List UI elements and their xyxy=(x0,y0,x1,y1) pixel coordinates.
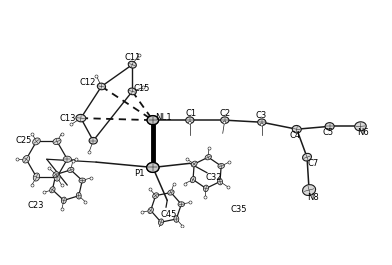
Text: C15: C15 xyxy=(133,85,149,94)
Text: C2: C2 xyxy=(219,109,230,118)
Text: P1: P1 xyxy=(134,169,145,178)
Text: C25: C25 xyxy=(15,136,31,145)
Ellipse shape xyxy=(221,117,229,123)
Text: NL1: NL1 xyxy=(155,113,172,122)
Ellipse shape xyxy=(61,197,66,204)
Ellipse shape xyxy=(76,114,86,122)
Ellipse shape xyxy=(303,185,316,196)
Ellipse shape xyxy=(63,156,71,162)
Ellipse shape xyxy=(148,207,153,214)
Text: C11: C11 xyxy=(125,53,141,62)
Ellipse shape xyxy=(76,192,81,199)
Text: C4: C4 xyxy=(289,131,300,140)
Text: C5: C5 xyxy=(322,128,333,137)
Text: C13: C13 xyxy=(59,114,76,123)
Ellipse shape xyxy=(54,173,60,181)
Text: C12: C12 xyxy=(80,78,96,87)
Ellipse shape xyxy=(223,121,226,124)
Ellipse shape xyxy=(53,172,59,177)
Ellipse shape xyxy=(147,116,159,125)
Text: N8: N8 xyxy=(307,193,319,202)
Text: C45: C45 xyxy=(160,210,177,219)
Ellipse shape xyxy=(158,219,163,226)
Ellipse shape xyxy=(191,176,196,183)
Ellipse shape xyxy=(178,202,185,207)
Ellipse shape xyxy=(128,61,136,68)
Ellipse shape xyxy=(128,88,136,95)
Ellipse shape xyxy=(260,123,263,126)
Text: C1: C1 xyxy=(185,109,196,118)
Ellipse shape xyxy=(33,173,40,181)
Ellipse shape xyxy=(205,154,211,160)
Ellipse shape xyxy=(355,122,366,131)
Ellipse shape xyxy=(203,185,209,192)
Ellipse shape xyxy=(147,162,159,173)
Ellipse shape xyxy=(218,164,225,169)
Ellipse shape xyxy=(191,161,197,167)
Ellipse shape xyxy=(53,138,61,145)
Ellipse shape xyxy=(67,167,74,173)
Text: N6: N6 xyxy=(357,128,368,137)
Ellipse shape xyxy=(23,156,30,163)
Text: C23: C23 xyxy=(27,201,44,210)
Ellipse shape xyxy=(79,178,85,183)
Ellipse shape xyxy=(189,121,191,124)
Ellipse shape xyxy=(258,119,266,126)
Ellipse shape xyxy=(152,193,159,198)
Ellipse shape xyxy=(97,83,105,90)
Ellipse shape xyxy=(168,190,174,195)
Ellipse shape xyxy=(147,162,159,173)
Ellipse shape xyxy=(174,216,179,222)
Ellipse shape xyxy=(186,117,194,123)
Text: C35: C35 xyxy=(230,205,247,214)
Ellipse shape xyxy=(50,187,55,193)
Ellipse shape xyxy=(325,123,334,130)
Ellipse shape xyxy=(218,178,223,185)
Text: C32: C32 xyxy=(205,173,222,182)
Text: C7: C7 xyxy=(308,159,319,168)
Ellipse shape xyxy=(89,138,97,144)
Ellipse shape xyxy=(292,126,301,133)
Text: C3: C3 xyxy=(255,111,267,120)
Ellipse shape xyxy=(33,138,40,145)
Ellipse shape xyxy=(303,153,312,161)
Ellipse shape xyxy=(147,116,159,125)
